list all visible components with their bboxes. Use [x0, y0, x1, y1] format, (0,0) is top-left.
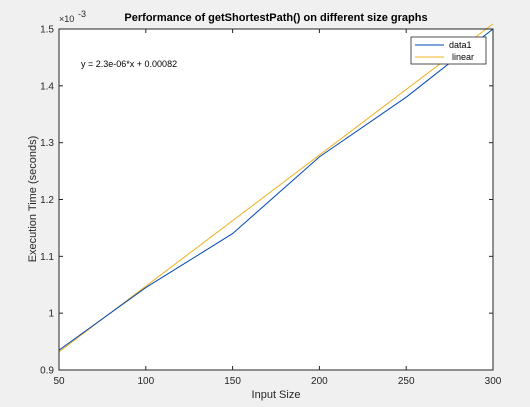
x-tick-label: 100 — [137, 376, 154, 387]
y-tick-label: 1.1 — [40, 252, 54, 263]
y-axis-label: Execution Time (seconds) — [27, 136, 39, 263]
legend-label-data1: data1 — [449, 40, 472, 50]
x-tick-label: 250 — [398, 376, 415, 387]
fit-equation-annotation: y = 2.3e-06*x + 0.00082 — [81, 59, 177, 69]
x-tick-label: 150 — [224, 376, 241, 387]
y-tick-label: 0.9 — [40, 366, 54, 377]
series-line-linear — [58, 23, 494, 353]
x-tick-label: 50 — [53, 376, 65, 387]
series-line-data1 — [58, 28, 494, 351]
legend-label-linear: linear — [452, 52, 474, 62]
y-exponent: ×10 -3 — [59, 9, 86, 24]
series-layer — [58, 23, 494, 353]
x-tick-label: 200 — [311, 376, 328, 387]
y-tick-label: 1.3 — [40, 138, 54, 149]
x-axis-label: Input Size — [252, 389, 301, 401]
y-exponent-power: -3 — [78, 9, 86, 19]
tick-layer: 50 100 150 200 250 300 0.9 1 1.1 1.2 1.3 1.4 1.5 — [40, 25, 502, 388]
y-exponent-base: ×10 — [59, 14, 74, 24]
y-tick-label: 1.5 — [40, 25, 54, 36]
y-tick-label: 1.4 — [40, 81, 54, 92]
chart-title: Performance of getShortestPath() on diff… — [124, 12, 427, 24]
legend-box — [410, 36, 487, 65]
x-tick-label: 300 — [485, 376, 502, 387]
legend: data1 linear — [410, 36, 487, 65]
y-tick-label: 1.2 — [40, 195, 54, 206]
y-tick-label: 1 — [48, 309, 54, 320]
